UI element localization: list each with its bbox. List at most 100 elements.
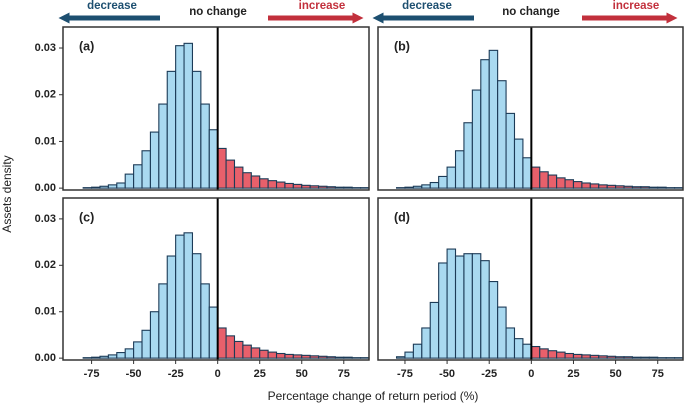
y-tick-label: 0.03 [35,42,56,54]
bar [564,179,575,189]
x-tick-label: -75 [84,368,100,380]
bar [318,185,328,189]
bar [284,182,294,189]
bar [648,186,659,189]
bar [404,186,414,189]
bar [309,185,320,189]
panel-label: (d) [394,210,410,224]
bar [334,356,345,359]
annotation: decrease [87,0,137,12]
bar [429,301,440,359]
bar [326,356,336,359]
bar [284,353,294,359]
bar [124,348,135,359]
bar [292,183,303,189]
x-tick-label: 75 [652,368,664,380]
bar [309,355,320,359]
bar [116,182,126,189]
bar [606,355,617,359]
bar [446,248,457,359]
bar [581,354,591,359]
bar [267,180,278,189]
bar [116,352,126,359]
bar [615,185,625,189]
panel-frame [62,197,370,361]
bar [175,45,185,189]
bar [301,184,311,189]
x-tick-label: -50 [126,368,142,380]
x-tick-label: 0 [528,368,534,380]
bar [429,181,440,189]
bar [91,186,101,189]
bar [454,150,465,189]
bar [623,185,633,189]
y-tick-label: 0.02 [35,259,56,271]
bar [572,181,583,189]
bar [124,173,135,189]
bar [412,185,423,189]
annotation: increase [613,0,660,12]
x-axis-label: Percentage change of return period (%) [268,389,479,403]
bar [598,184,608,189]
bar [648,356,659,359]
bar [158,103,168,189]
bar [233,340,244,359]
bar [497,80,507,189]
bar [631,186,642,189]
bar [539,171,549,189]
bar [438,262,448,359]
bar [200,103,210,189]
bar [158,283,168,359]
x-tick-label: -50 [439,368,455,380]
y-tick-label: 0.01 [35,135,56,147]
bar [208,129,219,189]
bar [530,166,541,189]
bar [480,260,490,359]
bar [547,350,558,359]
x-tick-label: -75 [397,368,413,380]
bar [91,356,101,359]
y-tick-label: 0.02 [35,89,56,101]
bar [581,182,591,189]
bar [530,345,541,359]
bar [446,166,457,189]
bar [488,49,499,189]
bar [191,70,202,189]
bar [598,355,608,359]
bar [606,184,617,189]
panel-frame [377,197,684,361]
bar [99,355,109,359]
x-tick-label: -25 [481,368,497,380]
bar [242,344,252,359]
bar [395,356,406,359]
bar [343,356,353,359]
bar [589,183,600,189]
bar [225,159,236,189]
bar [421,184,431,189]
panel-label: (c) [79,210,94,224]
bar [564,352,575,359]
bar [301,354,311,359]
bar [513,338,524,359]
bar [412,343,423,359]
bar [539,348,549,359]
bar [497,306,507,359]
bar [107,354,118,359]
panel: (c) 0.00 0.01 0.02 0.03 -75 -50 -25 0 25 50 75 [35,197,370,380]
annotation: no change [502,6,560,18]
bar [275,181,286,189]
annotation: increase [299,0,346,12]
bar [343,186,353,189]
bar [589,354,600,359]
bar [225,335,236,359]
bar [259,349,269,359]
bar [623,356,633,359]
panel-frame [377,26,684,191]
bar [615,356,625,359]
bar [326,186,336,189]
bar [250,347,261,359]
bar [275,352,286,359]
bar [217,327,227,359]
bar [505,327,516,359]
